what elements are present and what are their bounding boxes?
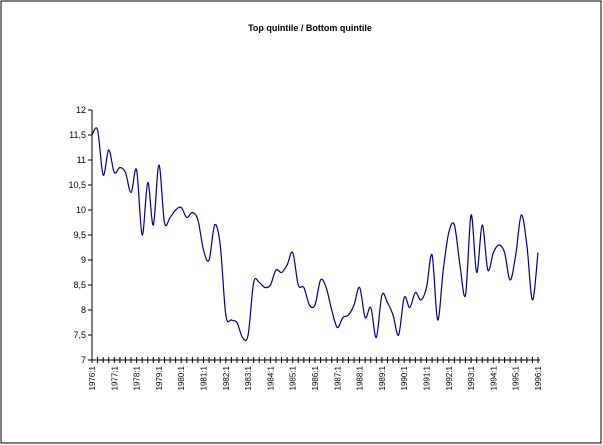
x-tick-label: 1995:1 [512,365,521,390]
x-tick-label: 1987:1 [333,365,342,390]
x-tick-label: 1978:1 [133,365,142,390]
y-tick-label: 7,5 [73,330,86,340]
y-tick-label: 11,5 [69,130,86,140]
x-tick-label: 1988:1 [356,365,365,390]
x-tick-label: 1991:1 [423,365,432,390]
data-line [91,127,539,342]
x-tick-label: 1994:1 [489,365,498,390]
x-tick-label: 1981:1 [200,365,209,390]
x-tick-label: 1983:1 [244,365,253,390]
x-tick-label: 1984:1 [266,365,275,390]
y-tick-label: 11 [77,155,86,165]
x-tick-label: 1982:1 [222,365,231,390]
y-tick-label: 7 [81,355,86,365]
y-tick-label: 8 [81,305,86,315]
chart-title: Top quintile / Bottom quintile [248,23,372,33]
x-tick-label: 1993:1 [467,365,476,390]
x-tick-label: 1986:1 [311,365,320,390]
x-tick-label: 1977:1 [110,365,119,390]
y-tick-label: 9,5 [73,230,86,240]
y-tick-label: 9 [81,255,86,265]
x-tick-label: 1985:1 [289,365,298,390]
y-tick-label: 10,5 [68,180,86,190]
y-tick-label: 8,5 [73,280,86,290]
x-tick-label: 1996:1 [534,365,543,390]
x-tick-label: 1979:1 [155,365,164,390]
x-tick-label: 1990:1 [400,365,409,390]
x-tick-label: 1992:1 [445,365,454,390]
y-tick-label: 10 [76,205,86,215]
y-tick-label: 12 [76,105,86,115]
x-tick-label: 1976:1 [88,365,97,390]
x-tick-label: 1980:1 [177,365,186,390]
x-tick-label: 1989:1 [378,365,387,390]
